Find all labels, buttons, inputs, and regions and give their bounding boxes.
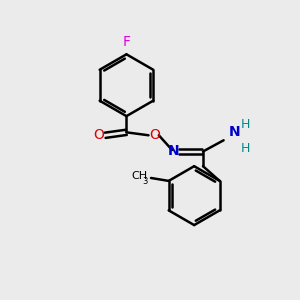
Text: H: H <box>241 142 250 155</box>
Text: N: N <box>168 145 179 158</box>
Text: CH: CH <box>131 172 148 182</box>
Text: 3: 3 <box>142 177 148 186</box>
Text: N: N <box>229 125 241 139</box>
Text: O: O <box>93 128 104 142</box>
Text: O: O <box>150 128 160 142</box>
Text: H: H <box>241 118 250 131</box>
Text: F: F <box>122 35 130 49</box>
